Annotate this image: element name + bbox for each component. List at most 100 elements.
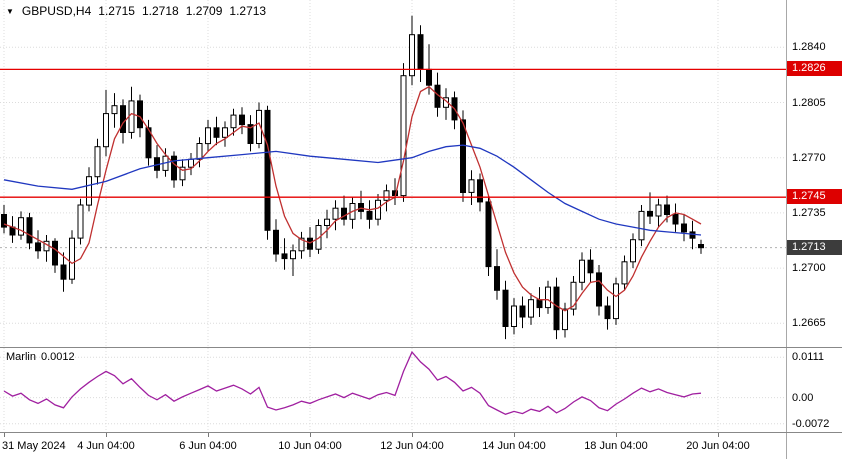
- candle-body: [247, 124, 254, 144]
- symbol-timeframe-label: GBPUSD,H4: [21, 4, 92, 18]
- ohlc-high-value: 1.2718: [141, 4, 179, 18]
- candle-body: [553, 286, 560, 331]
- candle-body: [596, 272, 602, 307]
- main-grid-layer: [0, 0, 786, 347]
- price-axis[interactable]: 1.2840 1.2805 1.2770 1.2735 1.2700 1.2665 1.28…: [786, 0, 842, 459]
- candle-body: [536, 299, 543, 309]
- candle-body: [239, 114, 245, 126]
- candle-body: [528, 299, 534, 318]
- indicator-value-label: 0.0012: [40, 351, 75, 363]
- time-axis-tick: [208, 433, 209, 437]
- time-axis-tick: [310, 433, 311, 437]
- candle-body: [613, 283, 619, 320]
- current-price-badge: 1.2713: [787, 239, 842, 255]
- time-axis-tick: [718, 433, 719, 437]
- ohlc-low-value: 1.2709: [185, 4, 223, 18]
- ohlc-close-value: 1.2713: [229, 4, 267, 18]
- candle-body: [18, 217, 24, 236]
- candle-body: [638, 210, 645, 241]
- indicator-grid-layer: [0, 348, 786, 432]
- candle-body: [103, 113, 109, 148]
- candle-body: [468, 179, 475, 193]
- time-axis-label: 12 Jun 04:00: [380, 440, 444, 452]
- candle-body: [256, 109, 262, 144]
- candle-body: [1, 214, 7, 228]
- candle-body: [460, 119, 466, 193]
- candle-body: [630, 239, 636, 263]
- candle-body: [179, 166, 186, 181]
- ohlc-open-value: 1.2715: [98, 4, 135, 18]
- candle-body: [120, 105, 126, 133]
- candles-layer: [1, 15, 704, 340]
- candle-body: [655, 204, 662, 217]
- candle-body: [494, 266, 500, 291]
- indicator-title: Marlin 0.0012: [6, 351, 75, 363]
- time-axis-label: 6 Jun 04:00: [179, 440, 237, 452]
- candle-body: [60, 264, 67, 280]
- candle-body: [502, 289, 509, 328]
- candle-body: [579, 259, 585, 283]
- indicator-axis-label: -0.0072: [792, 417, 830, 430]
- candle-body: [35, 242, 41, 252]
- time-axis-label: 20 Jun 04:00: [686, 440, 750, 452]
- time-axis-label: 31 May 2024: [2, 440, 66, 452]
- time-axis[interactable]: 31 May 2024 4 Jun 04:00 6 Jun 04:00 10 Jun …: [0, 433, 786, 459]
- candle-body: [111, 105, 118, 115]
- time-axis-label: 4 Jun 04:00: [77, 440, 135, 452]
- time-axis-tick: [412, 433, 413, 437]
- candle-body: [213, 127, 220, 138]
- candle-body: [689, 231, 696, 239]
- candle-body: [86, 176, 92, 206]
- candle-body: [298, 237, 305, 252]
- price-chart-canvas[interactable]: [0, 0, 786, 347]
- candle-body: [409, 34, 415, 77]
- time-axis-label: 14 Jun 04:00: [482, 440, 546, 452]
- ma-fast-red: [3, 85, 702, 312]
- price-axis-label: 1.2700: [792, 262, 826, 275]
- candle-body: [426, 68, 432, 86]
- candle-body: [477, 179, 483, 203]
- ma-slow-blue: [3, 144, 702, 236]
- level-price-badge: 1.2826: [787, 61, 842, 77]
- candle-body: [417, 34, 424, 70]
- candle-body: [358, 203, 364, 212]
- candle-body: [519, 305, 526, 318]
- candle-body: [672, 214, 679, 225]
- candle-body: [264, 109, 271, 231]
- candle-body: [485, 201, 492, 268]
- candle-body: [188, 158, 194, 168]
- candle-body: [222, 127, 228, 138]
- indicator-axis-label: 0.0111: [792, 351, 825, 364]
- price-axis-label: 1.2840: [792, 41, 826, 54]
- time-axis-label: 10 Jun 04:00: [278, 440, 342, 452]
- price-axis-label: 1.2770: [792, 151, 826, 164]
- price-axis-label: 1.2665: [792, 317, 826, 330]
- candle-body: [545, 286, 551, 309]
- candle-body: [647, 210, 653, 217]
- candle-body: [307, 237, 313, 250]
- panel-separator[interactable]: [0, 347, 842, 348]
- candle-body: [681, 223, 687, 233]
- candle-body: [366, 210, 373, 220]
- candle-body: [26, 217, 33, 244]
- candle-body: [128, 100, 135, 133]
- candle-body: [570, 281, 577, 310]
- candle-body: [383, 190, 390, 201]
- candle-body: [230, 114, 237, 129]
- candle-body: [94, 146, 101, 178]
- chart-menu-triangle-icon[interactable]: ▼: [6, 6, 14, 16]
- candle-body: [587, 259, 594, 274]
- time-axis-tick: [616, 433, 617, 437]
- indicator-canvas[interactable]: [0, 348, 786, 432]
- candle-body: [137, 100, 143, 129]
- candle-body: [145, 127, 152, 159]
- time-axis-separator: [0, 432, 842, 433]
- candle-body: [52, 240, 58, 266]
- candle-body: [562, 308, 568, 331]
- candle-body: [400, 75, 407, 197]
- time-axis-tick: [514, 433, 515, 437]
- candle-body: [290, 250, 296, 260]
- level-price-badge: 1.2745: [787, 189, 842, 205]
- candle-body: [332, 207, 339, 220]
